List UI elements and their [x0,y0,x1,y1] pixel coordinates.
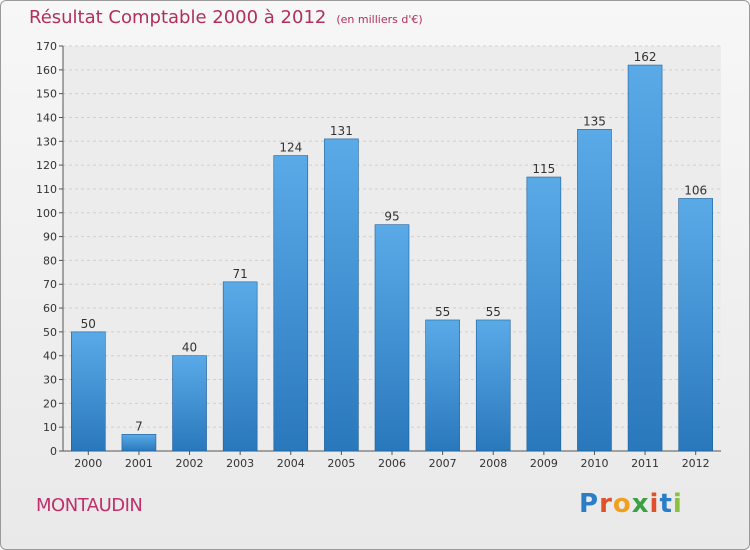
y-tick-label: 140 [36,111,57,124]
bar-value-label: 71 [233,267,248,281]
bar-value-label: 95 [384,210,399,224]
y-tick-label: 160 [36,64,57,77]
bar-value-label: 55 [435,305,450,319]
chart-title-text: Résultat Comptable 2000 à 2012 [29,7,327,28]
x-tick-label: 2007 [429,457,457,470]
x-tick-label: 2006 [378,457,406,470]
y-tick-label: 150 [36,88,57,101]
bar [627,64,663,452]
y-tick-label: 30 [43,374,57,387]
bar-value-label: 7 [135,419,143,433]
bar-value-label: 55 [486,305,501,319]
x-tick-label: 2004 [277,457,305,470]
y-tick-label: 110 [36,183,57,196]
y-tick-label: 20 [43,397,57,410]
bar-value-label: 131 [330,124,353,138]
bar-value-label: 135 [583,114,606,128]
y-tick-label: 10 [43,421,57,434]
logo-letter: r [599,489,613,519]
x-tick-label: 2000 [74,457,102,470]
logo-letter: t [659,489,673,519]
y-tick-label: 90 [43,231,57,244]
logo-letter: x [631,489,650,519]
logo-letter: P [579,489,600,519]
bar-value-label: 115 [532,162,555,176]
bar-value-label: 162 [634,50,657,64]
bar-value-label: 106 [684,183,707,197]
y-tick-label: 120 [36,159,57,172]
bar [678,198,713,452]
logo-letter: o [612,489,632,519]
bar [222,281,258,452]
bar [273,155,309,452]
bar [577,129,612,452]
chart-title: Résultat Comptable 2000 à 2012 (en millie… [29,7,423,28]
bar [374,224,410,452]
logo-letter: i [672,489,683,519]
y-tick-label: 60 [43,302,57,315]
commune-name: MONTAUDIN [36,495,143,516]
bar [526,176,562,452]
chart-subtitle: (en milliers d'€) [336,13,423,26]
y-tick-label: 40 [43,350,57,363]
y-tick-label: 130 [36,135,57,148]
y-tick-label: 0 [50,445,57,458]
x-tick-label: 2008 [479,457,507,470]
bar [172,355,207,452]
bar [71,331,106,452]
bar-value-label: 50 [81,317,96,331]
bar [121,434,157,452]
x-tick-label: 2010 [580,457,608,470]
x-tick-label: 2012 [682,457,710,470]
bar [425,319,460,452]
x-tick-label: 2005 [327,457,355,470]
bar-value-label: 40 [182,341,197,355]
x-tick-label: 2009 [530,457,558,470]
x-tick-label: 2002 [176,457,204,470]
y-tick-label: 170 [36,40,57,53]
bar-value-label: 124 [279,141,302,155]
y-tick-label: 80 [43,254,57,267]
bar [324,138,359,452]
bar [475,319,511,452]
y-tick-label: 70 [43,278,57,291]
proxiti-logo: Proxiti [579,489,683,519]
x-tick-label: 2001 [125,457,153,470]
x-tick-label: 2011 [631,457,659,470]
x-tick-label: 2003 [226,457,254,470]
y-tick-label: 50 [43,326,57,339]
logo-letter: i [649,489,660,519]
y-tick-label: 100 [36,207,57,220]
